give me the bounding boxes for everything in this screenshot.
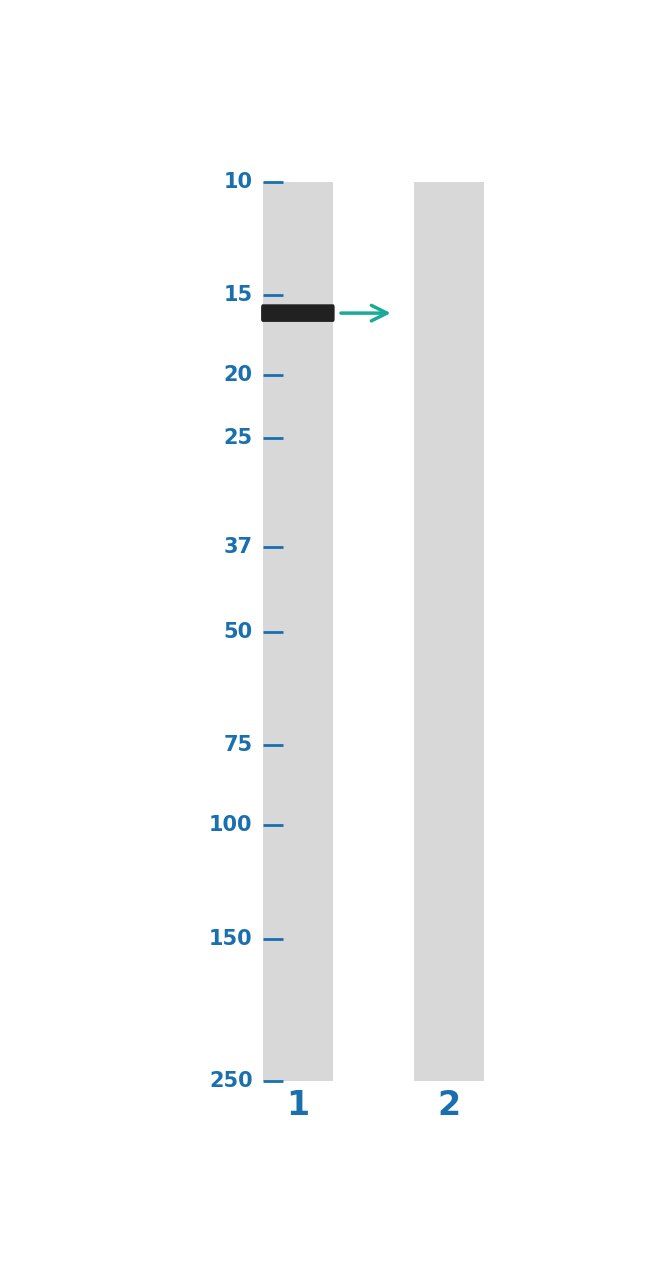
Text: 100: 100	[209, 815, 252, 836]
Text: 50: 50	[224, 621, 252, 641]
Text: 2: 2	[437, 1090, 461, 1123]
Bar	[413, 182, 484, 1082]
Text: 15: 15	[224, 284, 252, 305]
Text: 1: 1	[286, 1090, 309, 1123]
Bar	[263, 182, 333, 1082]
Text: 10: 10	[224, 171, 252, 192]
Text: 150: 150	[209, 928, 252, 949]
Text: 75: 75	[224, 735, 252, 754]
Text: 37: 37	[224, 537, 252, 558]
Text: 20: 20	[224, 366, 252, 386]
FancyBboxPatch shape	[261, 305, 335, 321]
Text: 250: 250	[209, 1072, 252, 1091]
Text: 25: 25	[224, 428, 252, 448]
